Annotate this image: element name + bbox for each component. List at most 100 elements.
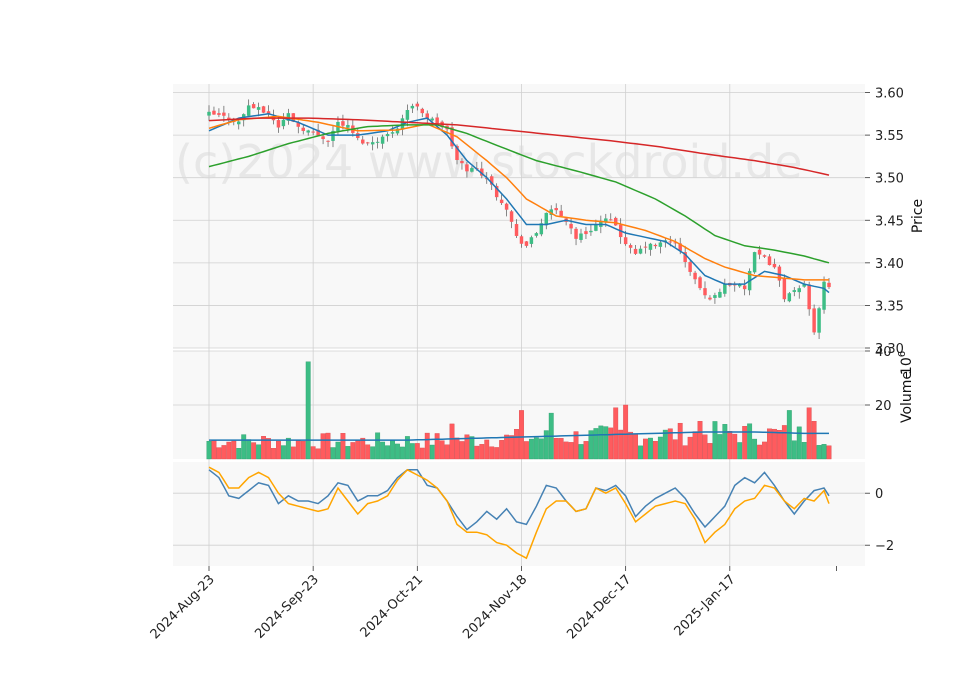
- candle-body: [395, 128, 400, 134]
- volume-bar: [593, 428, 599, 460]
- volume-bar: [370, 446, 376, 460]
- candle-body: [792, 290, 797, 292]
- candle-body: [306, 130, 310, 133]
- volume-bar: [459, 441, 465, 460]
- volume-bar: [553, 438, 559, 460]
- candle-body: [698, 277, 702, 289]
- volume-bar: [350, 442, 356, 460]
- volume-bar: [781, 425, 787, 460]
- volume-bar: [801, 442, 807, 460]
- volume-bar: [449, 423, 455, 460]
- volume-bar: [672, 439, 678, 460]
- volume-bar: [638, 445, 643, 460]
- volume-bar: [216, 447, 222, 460]
- volume-bar: [538, 438, 544, 460]
- volume-bar: [454, 437, 460, 460]
- candle-body: [261, 106, 266, 113]
- volume-bar: [479, 444, 485, 460]
- x-tick-label: 2024-Sep-23: [252, 572, 322, 642]
- candle-body: [708, 297, 712, 300]
- volume-bar: [528, 438, 534, 460]
- candle-body: [222, 112, 226, 116]
- candle-body: [331, 130, 335, 141]
- candle-body: [514, 224, 519, 236]
- candle-body: [415, 103, 420, 107]
- volume-bar: [305, 361, 311, 460]
- candle-body: [425, 113, 429, 119]
- price-y-tick-label: 3.55: [875, 129, 904, 144]
- candle-body: [827, 282, 831, 288]
- candle-body: [420, 108, 425, 114]
- candle-body: [385, 134, 390, 137]
- volume-bar: [271, 448, 276, 460]
- price-y-tick-label: 3.40: [875, 257, 904, 272]
- panel-osc: [173, 462, 865, 566]
- volume-bar: [484, 439, 490, 460]
- volume-bar: [360, 437, 366, 460]
- candle-body: [465, 164, 469, 172]
- candle-body: [643, 246, 648, 248]
- volume-bar: [469, 436, 475, 460]
- x-tick-label: 2024-Nov-18: [460, 572, 530, 642]
- volume-bar: [424, 432, 430, 460]
- candle-body: [405, 110, 410, 120]
- volume-bar: [300, 441, 306, 460]
- volume-axis-label: Volume: [899, 371, 915, 423]
- candle-body: [365, 142, 370, 144]
- volume-bar: [643, 438, 648, 460]
- candle-body: [733, 284, 737, 286]
- volume-bar: [588, 430, 594, 460]
- candle-body: [524, 241, 529, 246]
- volume-bar: [816, 445, 822, 460]
- candle-body: [633, 248, 638, 254]
- volume-bar: [578, 444, 584, 460]
- volume-bar: [345, 446, 351, 460]
- volume-bar: [811, 421, 817, 460]
- volume-bar: [266, 438, 271, 460]
- volume-bar: [583, 441, 589, 460]
- volume-bar: [652, 441, 658, 460]
- volume-bar: [310, 446, 316, 460]
- candle-body: [311, 131, 315, 133]
- price-y-tick-label: 3.45: [875, 214, 904, 229]
- volume-bar: [762, 441, 767, 460]
- volume-bar: [717, 434, 723, 460]
- candle-body: [688, 262, 692, 272]
- candle-body: [455, 145, 459, 161]
- volume-bar: [563, 441, 569, 460]
- candle-body: [713, 295, 717, 298]
- candle-body: [266, 111, 271, 115]
- volume-bar: [682, 445, 688, 460]
- candle-body: [604, 218, 608, 223]
- volume-bar: [439, 440, 445, 460]
- candle-body: [281, 119, 286, 127]
- candle-body: [668, 241, 673, 243]
- volume-bar: [325, 432, 331, 460]
- candle-body: [693, 272, 697, 280]
- moving-average-line: [208, 124, 830, 264]
- volume-axis-label-superscript: 6: [897, 351, 908, 357]
- candle-body: [321, 136, 325, 140]
- price-y-tick-label: 3.35: [875, 299, 904, 314]
- x-tick-label: 2024-Oct-21: [358, 572, 426, 640]
- candle-body: [499, 199, 504, 204]
- oscillator-line: [208, 469, 830, 531]
- candle-body: [375, 141, 380, 143]
- volume-bar: [524, 441, 529, 460]
- volume-bar: [206, 441, 212, 460]
- volume-bar: [504, 434, 510, 460]
- candle-body: [286, 113, 291, 121]
- volume-bar: [623, 404, 629, 460]
- price-y-tick-label: 3.30: [875, 342, 904, 357]
- candle-body: [390, 132, 395, 134]
- price-y-tick-label: 3.60: [875, 87, 904, 102]
- candle-body: [316, 129, 320, 136]
- candle-body: [435, 117, 439, 124]
- volume-bar: [543, 430, 549, 460]
- volume-bar: [365, 444, 371, 460]
- x-tick-label: 2024-Dec-17: [564, 572, 634, 642]
- volume-bar: [409, 443, 415, 460]
- oscillator-y-tick-label: −2: [875, 539, 894, 554]
- volume-bar: [330, 447, 336, 460]
- oscillator-y-tick-label: 0: [875, 487, 883, 502]
